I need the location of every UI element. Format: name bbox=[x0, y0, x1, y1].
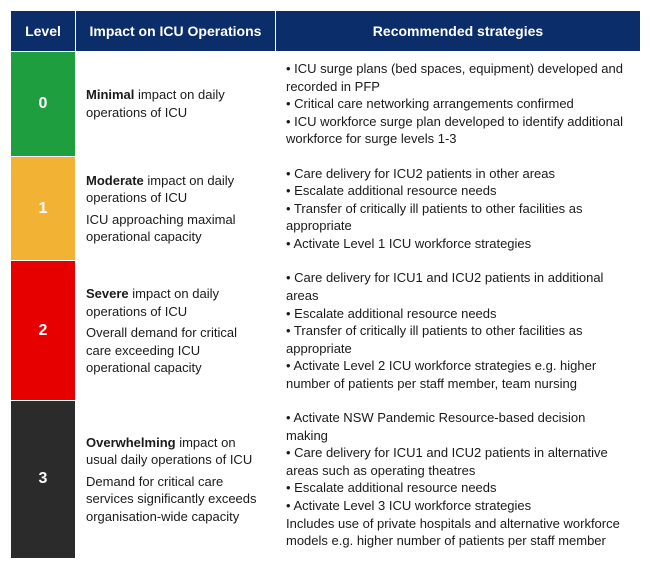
level-cell: 0 bbox=[11, 52, 76, 157]
strategy-line: • Care delivery for ICU1 and ICU2 patien… bbox=[286, 269, 630, 304]
impact-extra: Demand for critical care services signif… bbox=[86, 473, 265, 526]
strategy-line: • Activate Level 2 ICU workforce strateg… bbox=[286, 357, 630, 392]
table-row: 1Moderate impact on daily operations of … bbox=[11, 156, 641, 261]
impact-extra: Overall demand for critical care exceedi… bbox=[86, 324, 265, 377]
icu-surge-table: Level Impact on ICU Operations Recommend… bbox=[10, 10, 641, 559]
strategy-line: • Transfer of critically ill patients to… bbox=[286, 200, 630, 235]
level-cell: 1 bbox=[11, 156, 76, 261]
strategies-cell: • Activate NSW Pandemic Resource-based d… bbox=[276, 401, 641, 558]
impact-cell: Severe impact on daily operations of ICU… bbox=[76, 261, 276, 401]
strategy-line: • Escalate additional resource needs bbox=[286, 479, 630, 497]
strategy-line: • Critical care networking arrangements … bbox=[286, 95, 630, 113]
level-cell: 2 bbox=[11, 261, 76, 401]
header-row: Level Impact on ICU Operations Recommend… bbox=[11, 11, 641, 52]
strategies-cell: • Care delivery for ICU1 and ICU2 patien… bbox=[276, 261, 641, 401]
impact-cell: Overwhelming impact on usual daily opera… bbox=[76, 401, 276, 558]
table-row: 0Minimal impact on daily operations of I… bbox=[11, 52, 641, 157]
strategy-line: Includes use of private hospitals and al… bbox=[286, 515, 630, 550]
strategies-cell: • Care delivery for ICU2 patients in oth… bbox=[276, 156, 641, 261]
strategy-line: • Care delivery for ICU1 and ICU2 patien… bbox=[286, 444, 630, 479]
impact-extra: ICU approaching maximal operational capa… bbox=[86, 211, 265, 246]
header-level: Level bbox=[11, 11, 76, 52]
strategy-line: • ICU workforce surge plan developed to … bbox=[286, 113, 630, 148]
strategies-cell: • ICU surge plans (bed spaces, equipment… bbox=[276, 52, 641, 157]
strategy-line: • ICU surge plans (bed spaces, equipment… bbox=[286, 60, 630, 95]
strategy-line: • Activate Level 3 ICU workforce strateg… bbox=[286, 497, 630, 515]
strategy-line: • Escalate additional resource needs bbox=[286, 182, 630, 200]
impact-bold: Severe bbox=[86, 286, 129, 301]
impact-bold: Moderate bbox=[86, 173, 144, 188]
impact-cell: Minimal impact on daily operations of IC… bbox=[76, 52, 276, 157]
header-impact: Impact on ICU Operations bbox=[76, 11, 276, 52]
strategy-line: • Escalate additional resource needs bbox=[286, 305, 630, 323]
impact-cell: Moderate impact on daily operations of I… bbox=[76, 156, 276, 261]
strategy-line: • Transfer of critically ill patients to… bbox=[286, 322, 630, 357]
impact-bold: Minimal bbox=[86, 87, 134, 102]
table-row: 2Severe impact on daily operations of IC… bbox=[11, 261, 641, 401]
table-row: 3Overwhelming impact on usual daily oper… bbox=[11, 401, 641, 558]
strategy-line: • Care delivery for ICU2 patients in oth… bbox=[286, 165, 630, 183]
strategy-line: • Activate NSW Pandemic Resource-based d… bbox=[286, 409, 630, 444]
strategy-line: • Activate Level 1 ICU workforce strateg… bbox=[286, 235, 630, 253]
header-strategies: Recommended strategies bbox=[276, 11, 641, 52]
level-cell: 3 bbox=[11, 401, 76, 558]
impact-bold: Overwhelming bbox=[86, 435, 176, 450]
table-body: 0Minimal impact on daily operations of I… bbox=[11, 52, 641, 559]
